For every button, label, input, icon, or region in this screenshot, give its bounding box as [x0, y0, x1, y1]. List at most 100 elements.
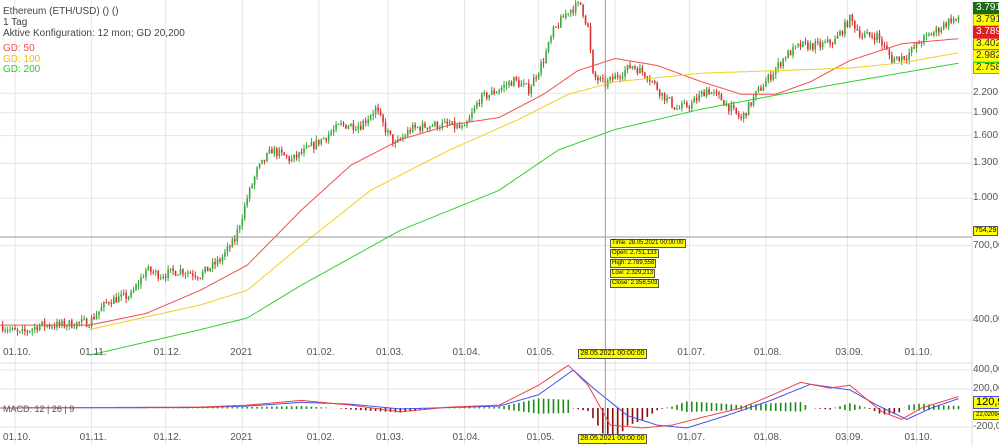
- candle-body: [752, 96, 755, 106]
- candle-body: [456, 125, 458, 129]
- candle-body: [189, 272, 192, 274]
- candle-body: [350, 123, 352, 127]
- candle-body: [671, 97, 673, 108]
- ma-line-gd50: [0, 38, 959, 326]
- candle-body: [95, 315, 98, 320]
- candle-body: [436, 121, 439, 129]
- candle-body: [602, 77, 604, 79]
- candle-body: [424, 123, 426, 128]
- macd-histogram-bar: [651, 408, 654, 414]
- candle-body: [409, 130, 411, 132]
- tooltip-line: Open: 2.751,133: [610, 249, 659, 258]
- macd-histogram-bar: [715, 403, 718, 411]
- macd-histogram-bar: [236, 407, 239, 409]
- candle-body: [429, 126, 431, 129]
- candle-body: [305, 146, 308, 149]
- macd-histogram-bar: [616, 408, 619, 437]
- candle-body: [271, 149, 273, 154]
- candle-body: [616, 75, 619, 78]
- candle-body: [550, 36, 552, 43]
- candle-body: [414, 124, 416, 128]
- candle-body: [945, 23, 947, 27]
- macd-histogram-bar: [705, 402, 708, 412]
- candle-body: [772, 74, 775, 80]
- candle-body: [629, 64, 631, 69]
- candle-body: [683, 102, 686, 104]
- candle-body: [765, 80, 767, 87]
- candle-body: [703, 91, 705, 97]
- candle-body: [419, 127, 421, 131]
- macd-histogram-bar: [369, 408, 372, 411]
- candle-body: [481, 93, 483, 104]
- candle-body: [829, 39, 831, 44]
- candle-body: [434, 121, 436, 126]
- macd-histogram-bar: [883, 408, 886, 415]
- candle-body: [58, 321, 61, 325]
- candle-body: [19, 331, 21, 333]
- macd-histogram-bar: [394, 408, 397, 413]
- candle-body: [347, 126, 350, 129]
- candle-body: [214, 261, 216, 265]
- macd-histogram-bar: [834, 407, 836, 409]
- candle-body: [172, 268, 174, 272]
- candle-body: [367, 119, 370, 123]
- candle-body: [137, 284, 140, 286]
- candle-body: [145, 270, 147, 278]
- candle-body: [394, 142, 397, 145]
- macd-tick: -200,00: [973, 421, 999, 432]
- candle-body: [211, 261, 214, 269]
- macd-histogram-bar: [523, 401, 525, 412]
- macd-histogram-bar: [458, 407, 461, 409]
- candle-body: [6, 330, 9, 332]
- candle-body: [404, 135, 407, 137]
- macd-histogram-bar: [290, 406, 293, 410]
- candle-body: [140, 277, 142, 285]
- macd-histogram-bar: [493, 407, 495, 409]
- candle-body: [792, 46, 794, 56]
- candle-body: [31, 329, 34, 332]
- tooltip-line: Time: 28.05.2021 00:00:00: [610, 239, 686, 248]
- candle-body: [468, 117, 471, 123]
- macd-histogram-bar: [789, 402, 792, 412]
- candle-body: [24, 329, 26, 332]
- candle-body: [48, 324, 51, 328]
- candle-body: [740, 117, 742, 119]
- candle-body: [636, 68, 639, 74]
- macd-histogram-bar: [621, 408, 624, 432]
- macd-histogram-bar: [774, 403, 777, 411]
- macd-histogram-bar: [942, 405, 945, 410]
- candle-body: [819, 41, 822, 48]
- candle-body: [192, 273, 194, 276]
- candle-body: [71, 320, 73, 328]
- candle-body: [611, 76, 614, 80]
- candle-body: [784, 58, 787, 60]
- candle-body: [38, 325, 41, 331]
- macd-histogram-bar: [226, 407, 229, 409]
- price-tick: 2.200,00: [973, 87, 999, 99]
- candle-body: [53, 326, 56, 328]
- candle-body: [849, 14, 851, 27]
- candle-body: [525, 83, 528, 85]
- macd-histogram-bar: [518, 402, 520, 412]
- candle-body: [567, 13, 570, 15]
- candle-body: [826, 39, 829, 43]
- candle-body: [547, 42, 550, 52]
- candle-body: [644, 72, 646, 78]
- date-tick: 01.08.: [753, 347, 782, 358]
- candle-body: [471, 112, 473, 118]
- macd-histogram-bar: [636, 408, 639, 422]
- candle-body: [624, 69, 626, 77]
- candle-body: [779, 62, 782, 67]
- candle-body: [199, 277, 202, 279]
- candle-body: [392, 134, 394, 145]
- candle-body: [584, 15, 587, 24]
- candle-body: [814, 41, 817, 50]
- candle-body: [431, 125, 434, 127]
- candle-body: [88, 326, 90, 328]
- crosshair-date-label: 28.05.2021 00:00:00: [578, 349, 647, 359]
- macd-histogram-bar: [389, 408, 392, 412]
- candle-body: [913, 47, 915, 49]
- candle-body: [868, 32, 871, 36]
